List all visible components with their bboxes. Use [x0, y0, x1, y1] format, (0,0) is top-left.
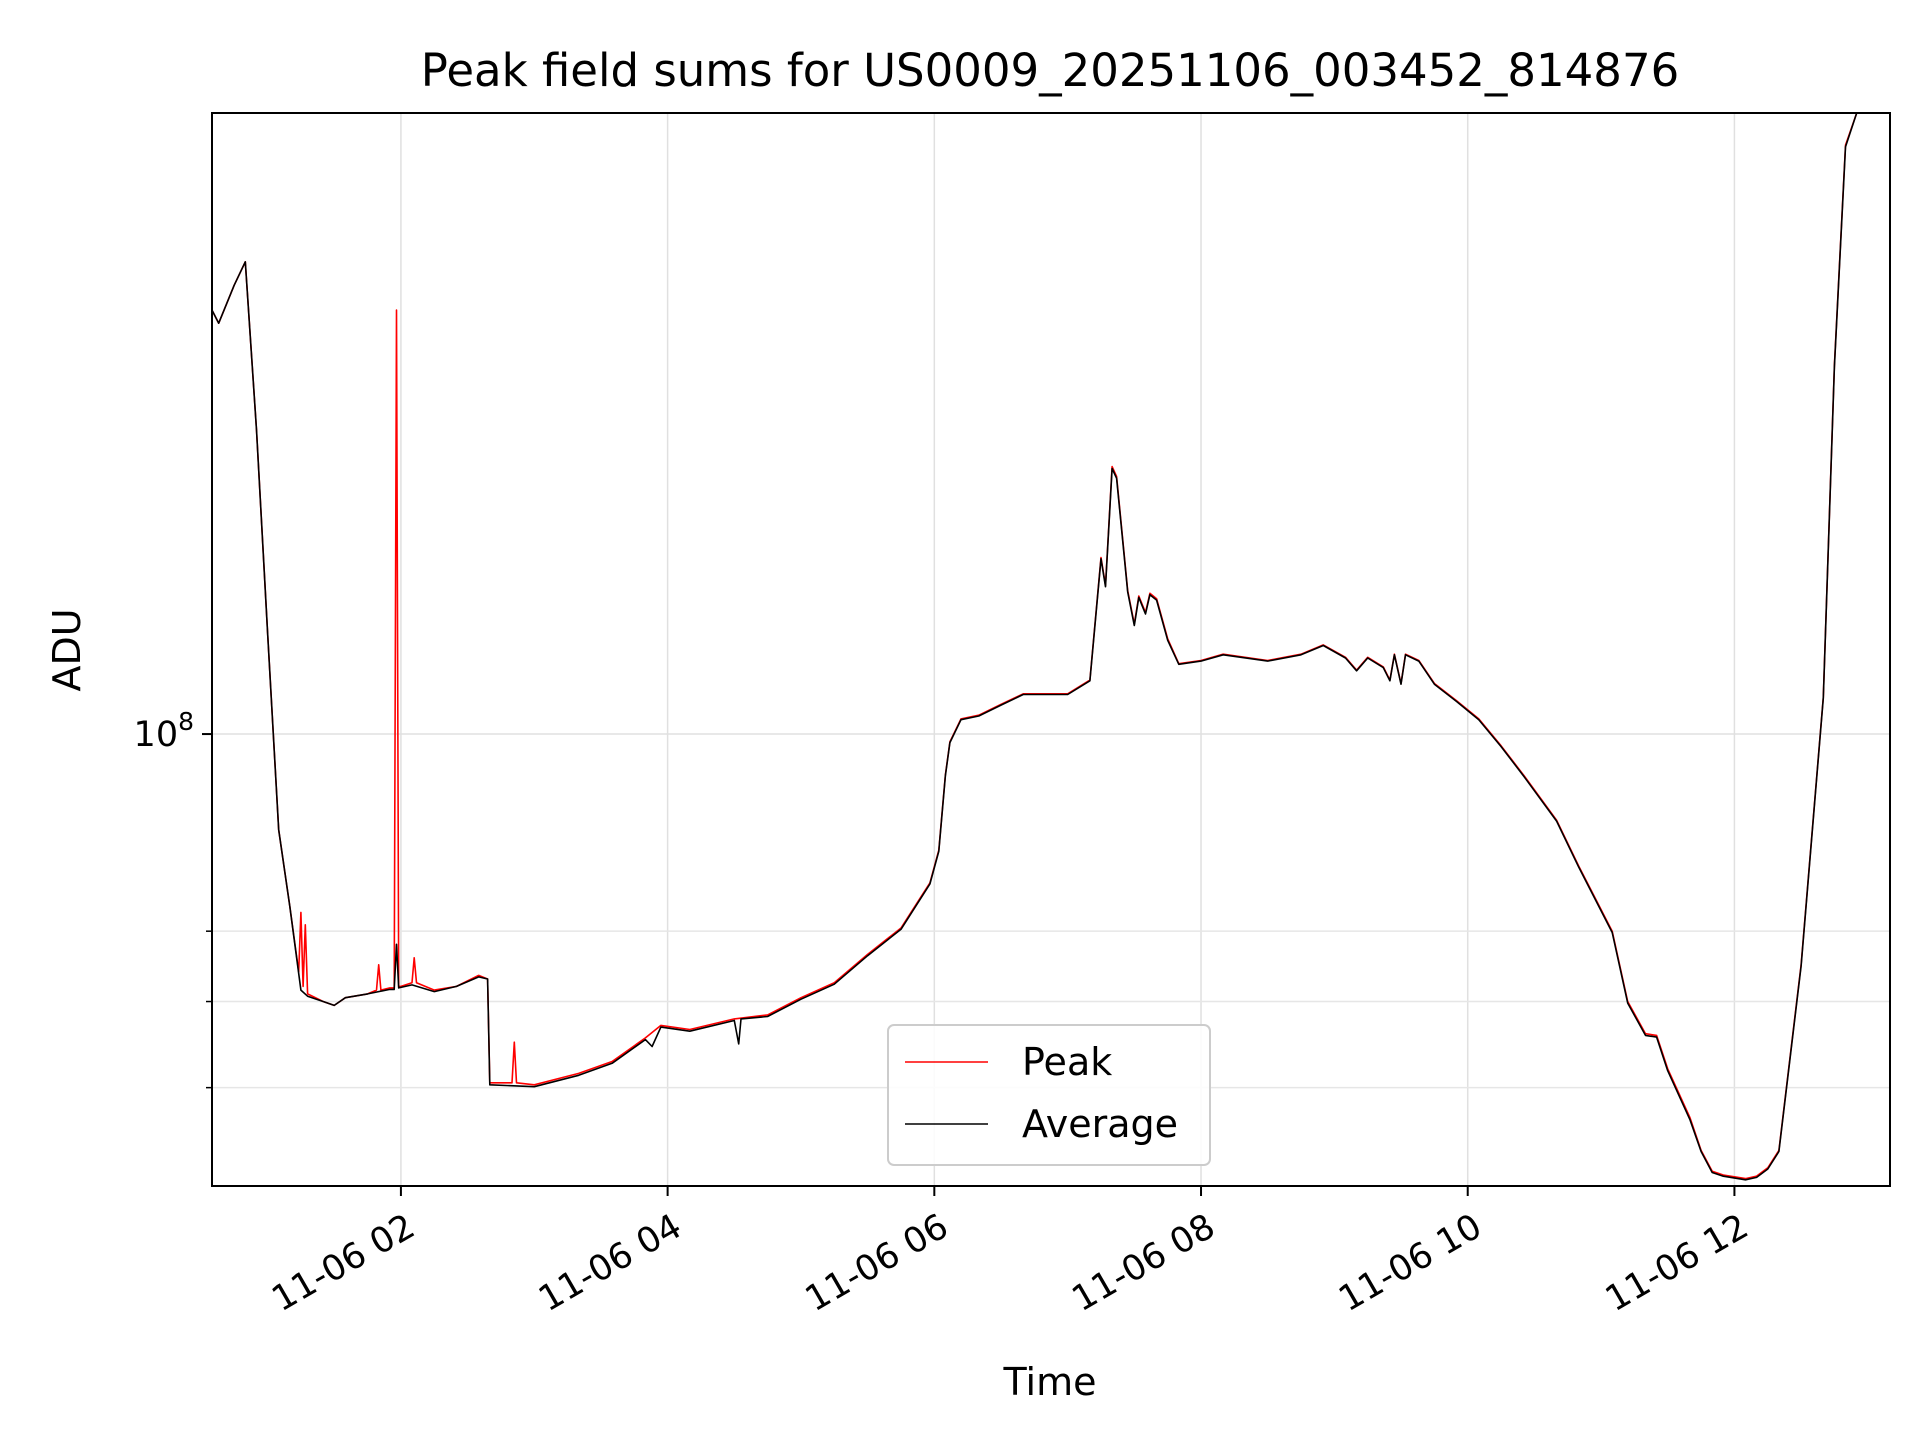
x-tick-label: 11-06 10: [1332, 1207, 1488, 1320]
x-tick-label: 11-06 02: [266, 1207, 422, 1320]
x-tick-label: 11-06 08: [1066, 1207, 1222, 1320]
legend: Peak Average: [887, 1024, 1211, 1166]
x-tick-label: 11-06 04: [532, 1207, 688, 1320]
plot-area-frame: [211, 112, 1891, 1187]
x-tick-label: 11-06 06: [799, 1207, 955, 1320]
series-lines: [212, 113, 1868, 1181]
gridlines: [212, 113, 1890, 1186]
legend-box: [887, 1024, 1211, 1166]
x-tick-label: 11-06 12: [1599, 1207, 1755, 1320]
axis-ticks: 11-06 02 11-06 04 11-06 06 11-06 08 11-06 10…: [134, 707, 1756, 1320]
y-tick-label: 108: [134, 707, 194, 755]
chart-title: Peak field sums for US0009_20251106_0034…: [421, 44, 1679, 97]
series-line-average: [212, 113, 1868, 1181]
x-axis-label: Time: [1003, 1360, 1097, 1404]
y-axis-label: ADU: [45, 608, 89, 691]
series-line-peak: [212, 113, 1868, 1180]
legend-label-average: Average: [1022, 1102, 1178, 1146]
legend-label-peak: Peak: [1022, 1040, 1112, 1084]
